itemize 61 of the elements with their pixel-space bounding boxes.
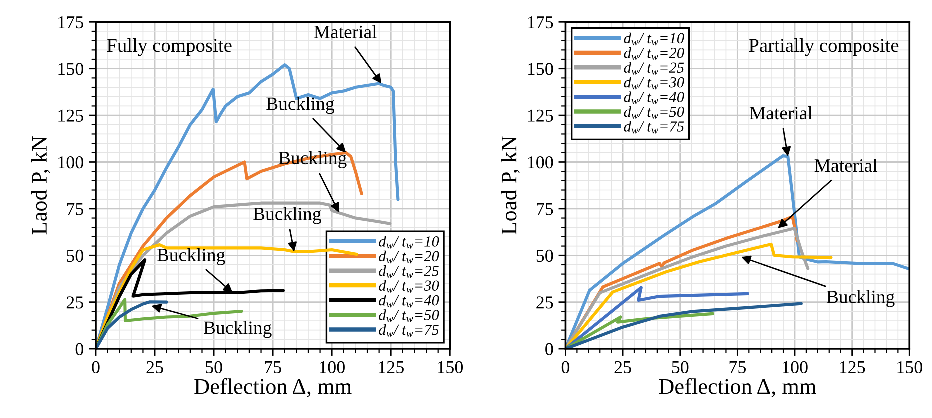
legend-label: d$_{w}$/ t$_{w}$=50 bbox=[624, 106, 684, 120]
x-axis-title: Deflection Δ, mm bbox=[659, 378, 816, 398]
legend-label: d$_{w}$/ t$_{w}$=10 bbox=[379, 236, 440, 249]
y-tick-label: 75 bbox=[67, 203, 84, 216]
y-axis-title: Load P, kN bbox=[501, 136, 520, 235]
line-series bbox=[566, 302, 803, 350]
text: Partially composite bbox=[749, 38, 899, 56]
y-tick-label: 25 bbox=[66, 296, 84, 309]
line-series bbox=[96, 300, 168, 350]
x-tick-label: 75 bbox=[265, 362, 282, 374]
x-tick-label: 125 bbox=[379, 361, 404, 374]
x-tick-label: 25 bbox=[614, 361, 632, 374]
annotation: Buckling bbox=[266, 97, 334, 114]
x-tick-label: 50 bbox=[672, 361, 689, 374]
annotation: Buckling bbox=[157, 248, 226, 266]
x-tick-label: 100 bbox=[783, 361, 808, 374]
x-tick-label: 100 bbox=[320, 361, 345, 374]
y-tick-label: 125 bbox=[528, 110, 554, 122]
y-tick-label: 175 bbox=[528, 16, 554, 29]
y-tick-label: 25 bbox=[536, 296, 554, 309]
text: Fully composite bbox=[107, 38, 232, 56]
x-tick-label: 150 bbox=[898, 361, 922, 374]
x-tick-label: 150 bbox=[438, 361, 464, 374]
legend-label: d$_{w}$/ t$_{w}$=30 bbox=[624, 76, 684, 90]
y-tick-label: 0 bbox=[76, 343, 84, 356]
y-tick-label: 100 bbox=[58, 156, 84, 169]
legend-label: d$_{w}$/ t$_{w}$=20 bbox=[624, 48, 684, 60]
legend-label: d$_{w}$/ t$_{w}$=75 bbox=[624, 121, 684, 134]
legend-label: d$_{w}$/ t$_{w}$=75 bbox=[379, 324, 439, 338]
legend-label: d$_{w}$/ t$_{w}$=40 bbox=[379, 294, 440, 308]
legend-label: d$_{w}$/ t$_{w}$=10 bbox=[624, 32, 684, 46]
y-tick-label: 50 bbox=[536, 250, 554, 262]
x-tick-label: 0 bbox=[562, 361, 570, 374]
legend-label: d$_{w}$/ t$_{w}$=20 bbox=[379, 250, 440, 264]
y-tick-label: 125 bbox=[58, 110, 84, 122]
y-tick-label: 50 bbox=[67, 250, 84, 262]
y-tick-label: 150 bbox=[528, 63, 554, 76]
x-axis-title: Deflection Δ, mm bbox=[194, 378, 352, 398]
y-tick-label: 150 bbox=[58, 63, 84, 76]
y-axis-title: Laod P, kN bbox=[31, 136, 50, 235]
annotation: Buckling bbox=[826, 290, 895, 308]
legend-label: d$_{w}$/ t$_{w}$=25 bbox=[624, 62, 684, 76]
y-tick-label: 175 bbox=[58, 16, 84, 29]
annotation: Buckling bbox=[204, 321, 272, 338]
y-tick-label: 0 bbox=[546, 343, 554, 356]
y-tick-label: 75 bbox=[537, 203, 554, 216]
annotation: Material bbox=[314, 25, 377, 38]
legend-label: d$_{w}$/ t$_{w}$=50 bbox=[379, 310, 440, 322]
y-tick-label: 100 bbox=[528, 156, 554, 169]
annotation: Material bbox=[750, 106, 813, 120]
x-tick-label: 125 bbox=[840, 361, 866, 374]
legend-label: d$_{w}$/ t$_{w}$=40 bbox=[624, 92, 684, 105]
annotation: Material bbox=[814, 158, 878, 172]
legend-label: d$_{w}$/ t$_{w}$=25 bbox=[379, 266, 439, 278]
x-tick-label: 75 bbox=[730, 362, 746, 374]
annotation: Buckling bbox=[254, 207, 322, 224]
x-tick-label: 25 bbox=[146, 361, 164, 374]
legend-label: d$_{w}$/ t$_{w}$=30 bbox=[379, 280, 440, 294]
line-series bbox=[566, 286, 750, 350]
x-tick-label: 50 bbox=[206, 361, 222, 374]
x-tick-label: 0 bbox=[92, 361, 100, 374]
